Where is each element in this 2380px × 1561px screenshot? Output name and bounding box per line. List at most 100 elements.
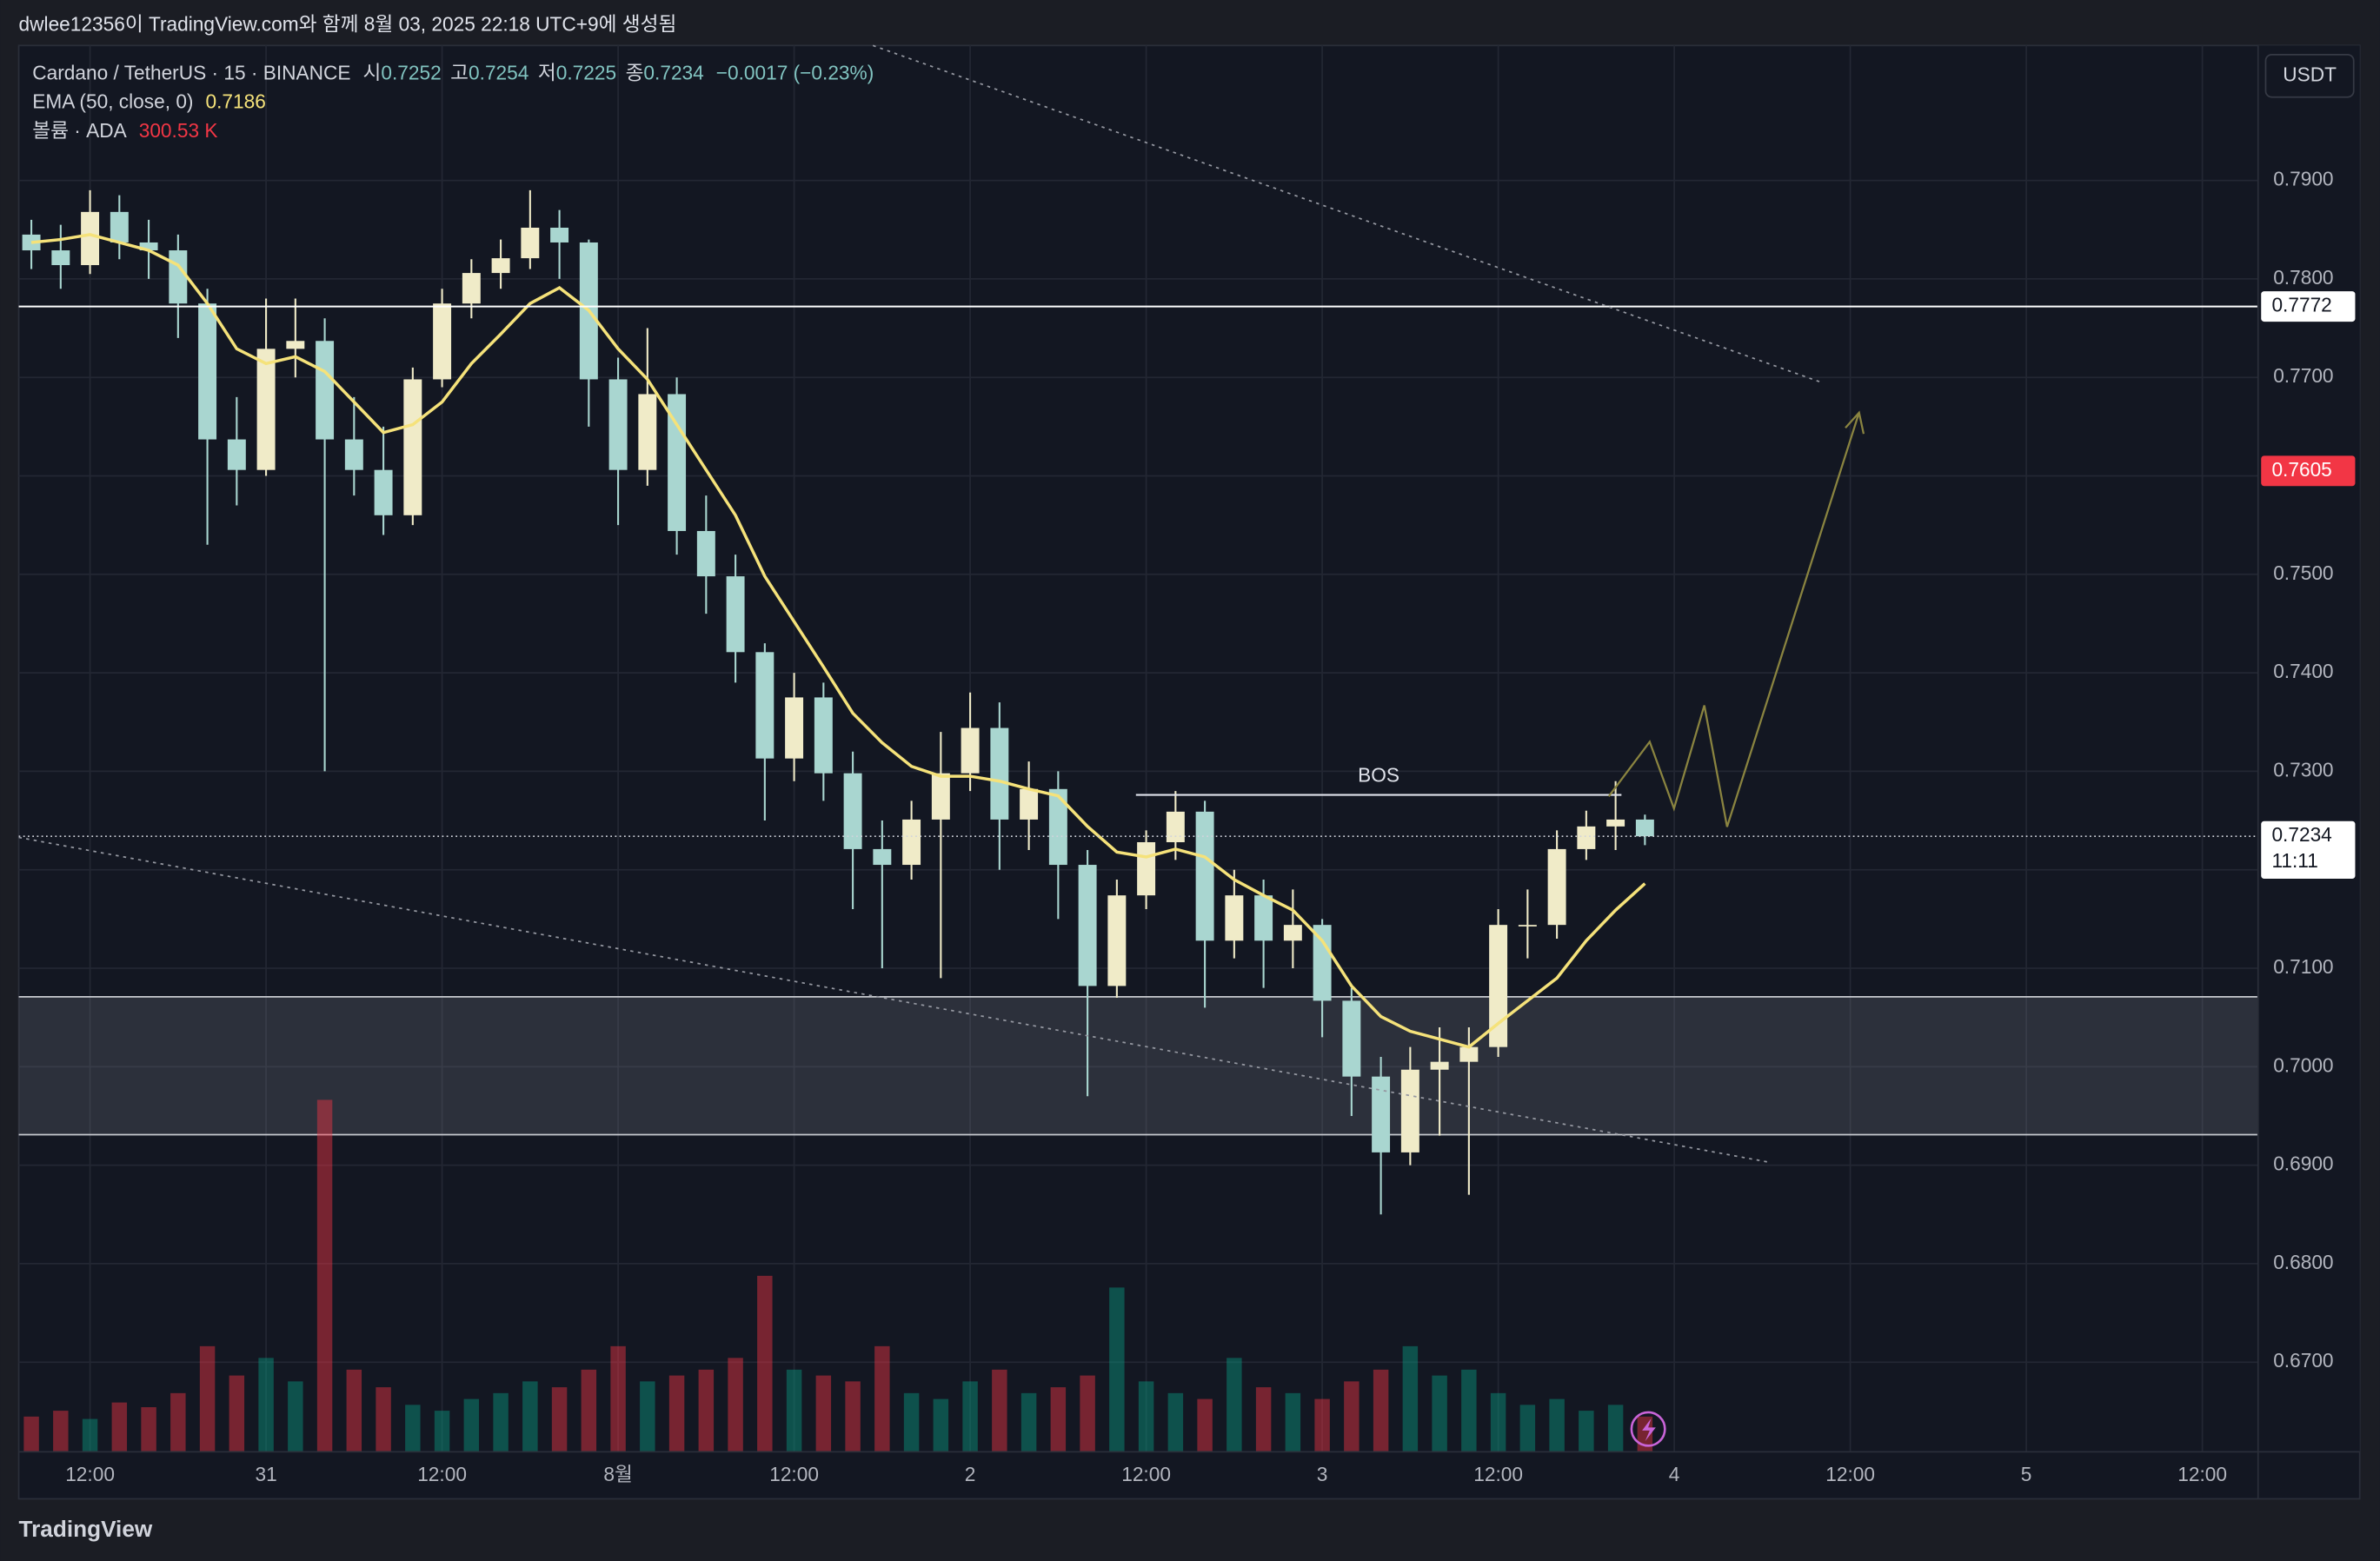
candle-body <box>1606 819 1625 827</box>
volume-bar <box>1050 1387 1067 1452</box>
candle-body <box>403 379 422 515</box>
candle-body <box>433 303 452 380</box>
y-tick-label: 0.7900 <box>2273 168 2333 190</box>
candle-body <box>785 697 804 759</box>
candle-body <box>1020 788 1039 820</box>
candle-body <box>110 211 129 242</box>
volume-bar <box>1373 1369 1389 1452</box>
bos-label: BOS <box>1358 764 1399 787</box>
volume-bar <box>1461 1369 1477 1452</box>
candle-body <box>1107 895 1127 986</box>
volume-bar <box>1579 1411 1594 1452</box>
volume-bar <box>23 1416 39 1452</box>
volume-bar <box>668 1375 685 1452</box>
last-price-label: 0.7234 <box>2271 823 2331 846</box>
volume-bar <box>1490 1392 1506 1452</box>
candle-body <box>1283 925 1302 941</box>
candle-body <box>491 258 510 274</box>
y-tick-label: 0.7800 <box>2273 266 2333 289</box>
volume-bar <box>316 1099 333 1452</box>
volume-bar <box>405 1405 421 1452</box>
candle-body <box>256 349 276 470</box>
x-tick-label: 3 <box>1317 1463 1328 1485</box>
currency-button[interactable] <box>2264 53 2355 98</box>
ema-value: 0.7186 <box>205 90 265 113</box>
candle-body <box>344 439 363 470</box>
volume-bar <box>874 1345 890 1452</box>
volume-bar <box>581 1369 597 1452</box>
ohlc-value: 0.7225 <box>556 62 616 84</box>
x-tick-label: 31 <box>255 1463 276 1485</box>
candle-body <box>1489 925 1508 1047</box>
ohlc-value: 0.7254 <box>469 62 529 84</box>
ema-line <box>30 233 1646 1049</box>
ohlc-label: 시 <box>363 62 382 84</box>
candle-body <box>638 394 657 470</box>
volume-bar <box>698 1369 715 1452</box>
y-tick-label: 0.7500 <box>2273 561 2333 584</box>
x-tick-label: 12:00 <box>2177 1463 2227 1485</box>
candle-body <box>169 250 188 304</box>
trend-line <box>872 44 1822 383</box>
candle-body <box>550 227 569 242</box>
volume-bar <box>1402 1345 1419 1452</box>
projection <box>1607 412 1860 827</box>
volume-bar <box>199 1345 216 1452</box>
candle-body <box>1518 925 1537 927</box>
ohlc-value: 0.7234 <box>643 62 703 84</box>
x-tick-label: 12:00 <box>769 1463 819 1485</box>
volume-bar <box>229 1375 245 1452</box>
chart-frame <box>17 44 2361 1500</box>
volume-bar <box>1020 1392 1037 1452</box>
legend-line: EMA (50, close, 0) 0.7186 <box>32 90 266 113</box>
ohlc-label: 종 <box>626 62 644 84</box>
symbol: Cardano / TetherUS · 15 · BINANCE <box>32 62 350 84</box>
candle-body <box>1195 811 1214 941</box>
volume-bar <box>933 1398 949 1452</box>
volume-bar <box>463 1398 480 1452</box>
volume-name: 볼륨 · ADA <box>32 119 127 142</box>
x-tick-label: 2 <box>965 1463 976 1485</box>
volume-bar <box>903 1392 920 1452</box>
volume-bar <box>728 1358 743 1452</box>
volume-bar <box>757 1275 773 1452</box>
header-text: dwlee12356이 TradingView.com와 함께 8월 03, 2… <box>19 13 677 36</box>
x-tick-label: 8월 <box>603 1463 632 1485</box>
volume-bar <box>1519 1405 1536 1452</box>
x-tick-label: 4 <box>1669 1463 1680 1485</box>
candle-body <box>1313 925 1332 1001</box>
candle-body <box>726 576 745 653</box>
y-tick-label: 0.7400 <box>2273 660 2333 682</box>
candle-body <box>902 819 921 866</box>
y-tick-label: 0.6700 <box>2273 1349 2333 1372</box>
candle-body <box>521 227 540 259</box>
ohlc-change: −0.0017 (−0.23%) <box>716 62 874 84</box>
volume-bar <box>1549 1398 1565 1452</box>
candle-body <box>755 652 774 759</box>
x-tick-label: 12:00 <box>1473 1463 1523 1485</box>
y-tick-label: 0.7100 <box>2273 955 2333 978</box>
price-axis <box>2257 45 2360 1452</box>
candle-body <box>843 773 862 849</box>
candle-body <box>1400 1069 1419 1152</box>
currency[interactable]: USDT <box>2283 63 2337 85</box>
candle-body <box>51 250 70 266</box>
x-tick-label: 5 <box>2021 1463 2032 1485</box>
grid <box>18 45 2258 1452</box>
volume-bar <box>815 1375 832 1452</box>
volume-value: 300.53 K <box>139 119 218 142</box>
candle-body <box>316 341 335 440</box>
candle-body <box>374 469 393 515</box>
candle-body <box>462 273 481 304</box>
volume-bar <box>1109 1287 1125 1452</box>
alert-icon[interactable] <box>1630 1411 1666 1447</box>
candle-body <box>696 530 715 577</box>
plot: BOS <box>18 189 2258 1452</box>
alert-icon-bolt <box>1642 1418 1656 1442</box>
y-tick-label: 0.6800 <box>2273 1251 2333 1273</box>
volume-bar <box>82 1418 98 1452</box>
candle-body <box>1577 826 1596 849</box>
volume-bar <box>992 1369 1007 1452</box>
